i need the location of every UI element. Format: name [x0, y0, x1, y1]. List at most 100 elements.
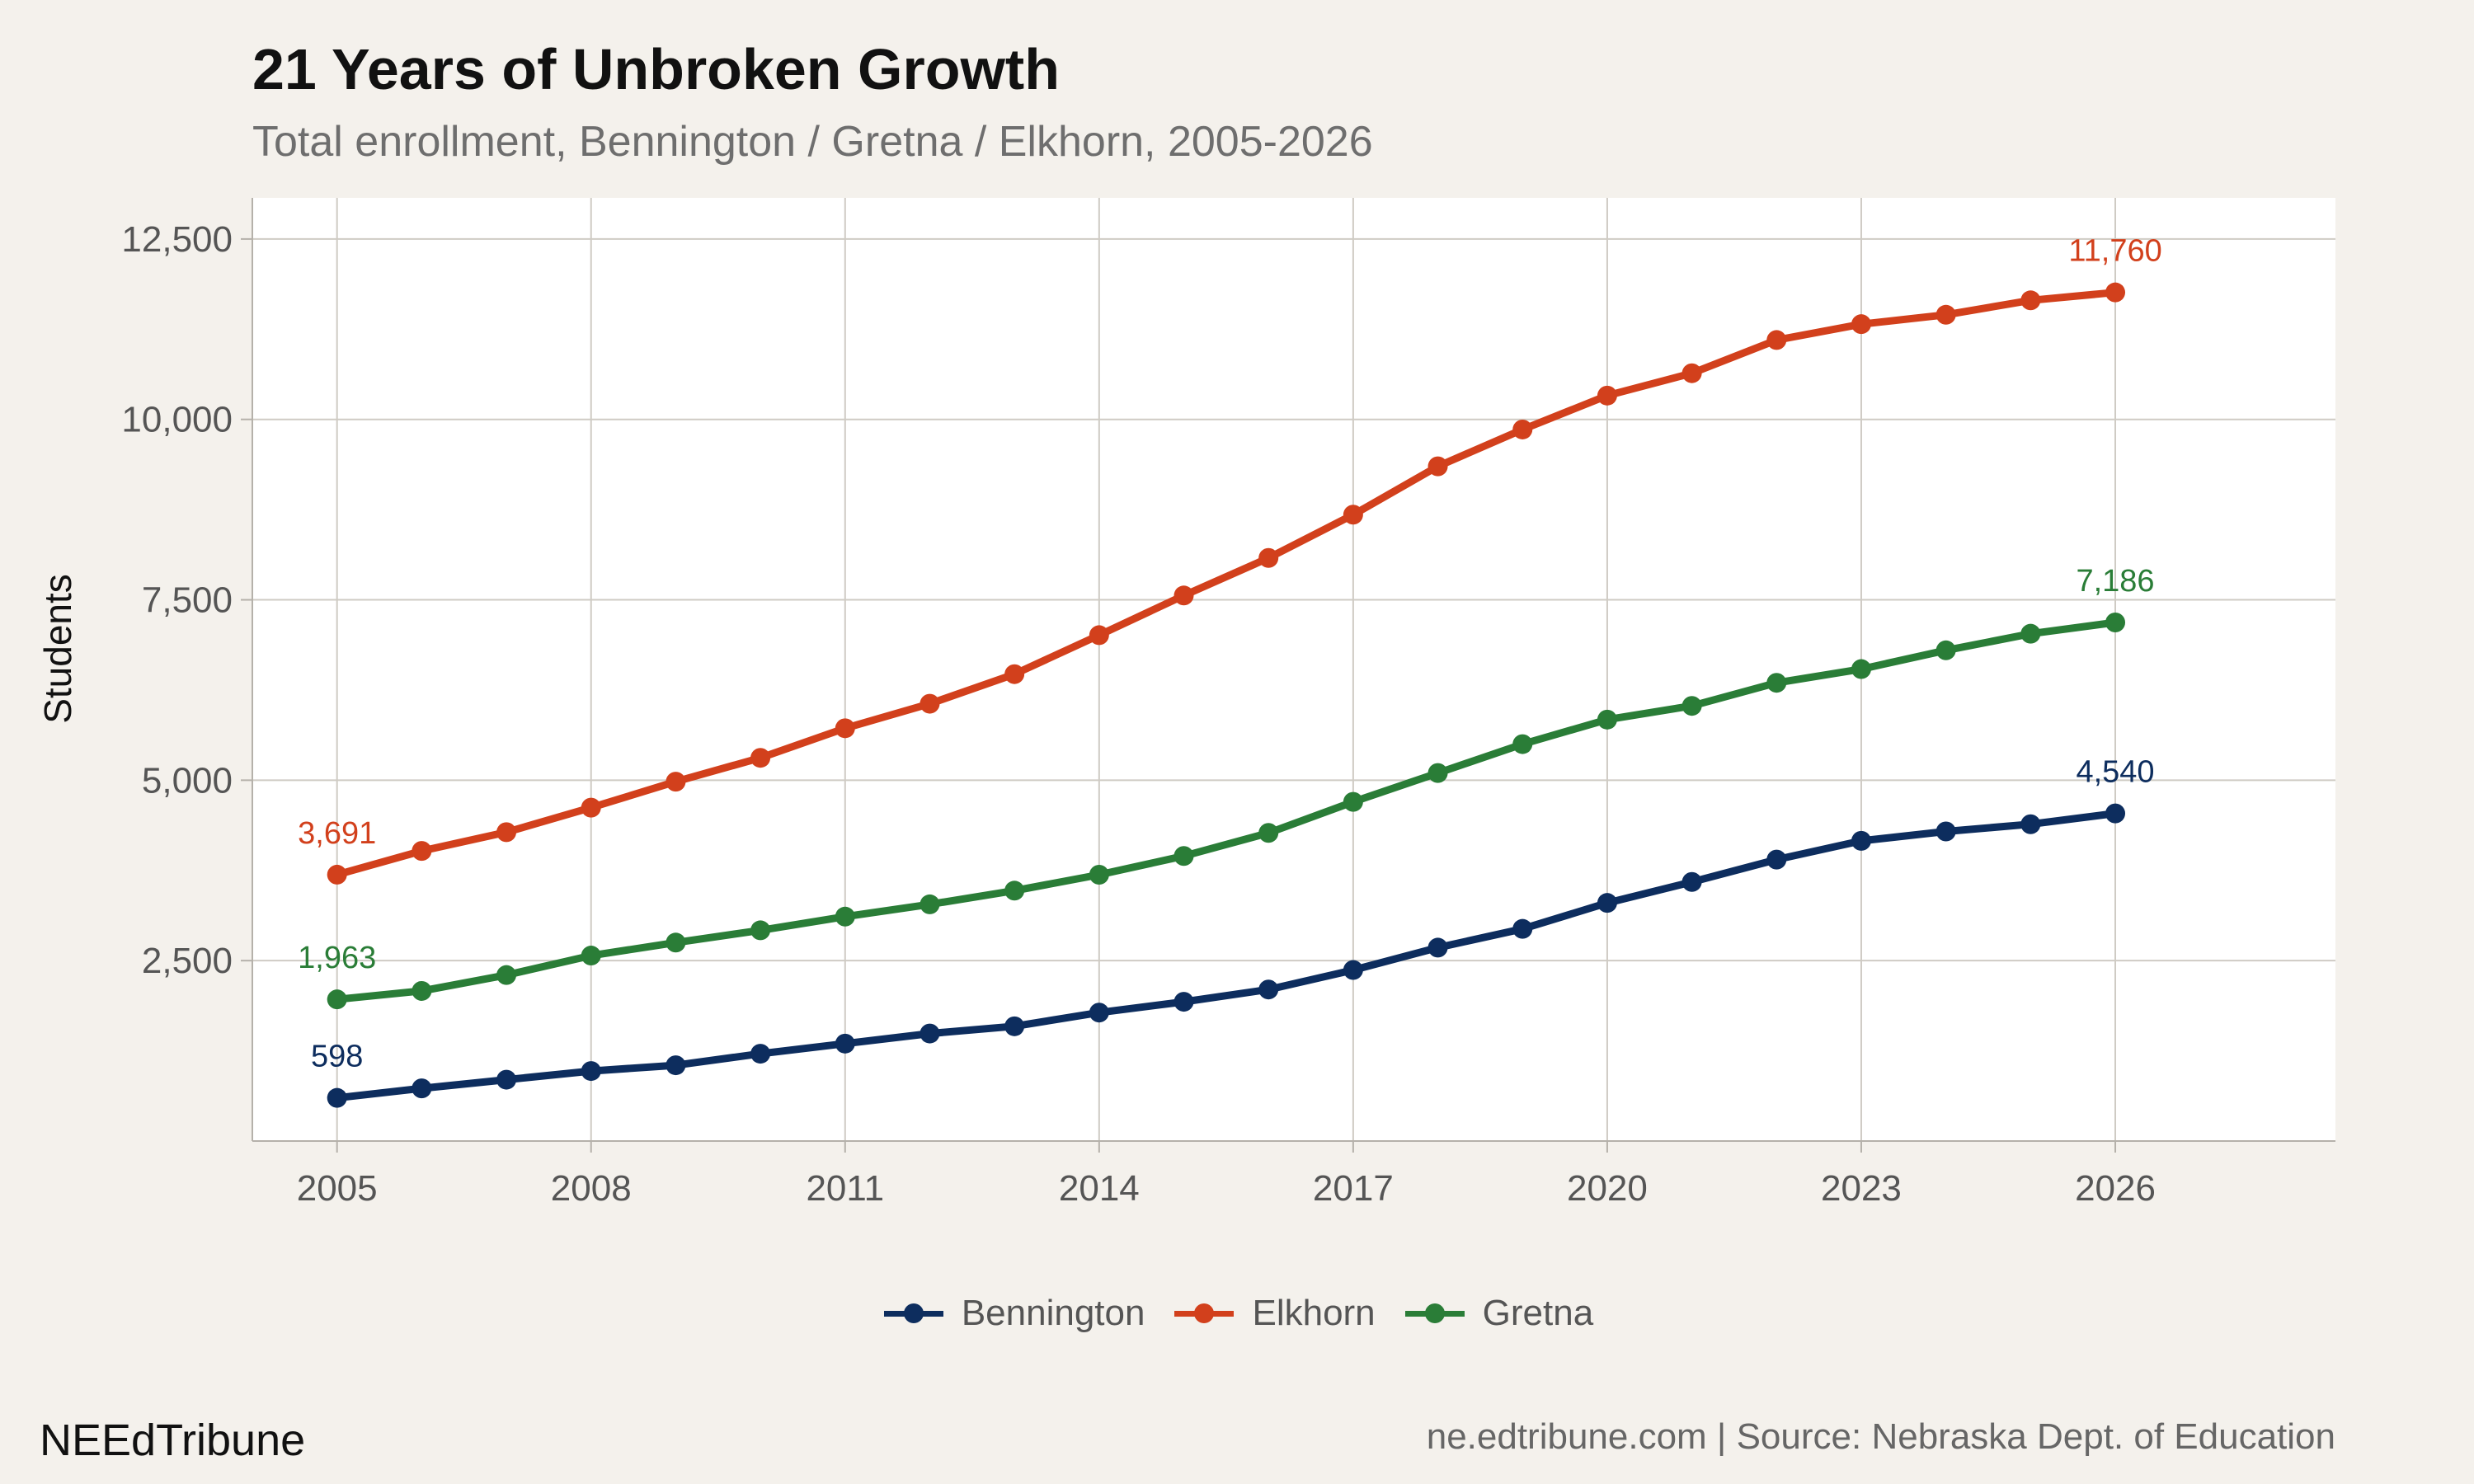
data-point-gretna [581, 946, 601, 966]
data-point-bennington [1174, 992, 1194, 1012]
data-point-bennington [581, 1061, 601, 1082]
y-tick-label: 10,000 [121, 400, 233, 440]
legend-key-gretna [1402, 1297, 1468, 1330]
data-point-gretna [1427, 763, 1448, 783]
data-point-gretna [2105, 613, 2126, 633]
legend-item-elkhorn: Elkhorn [1171, 1293, 1376, 1334]
data-point-gretna [1512, 734, 1533, 754]
x-tick-label: 2017 [1313, 1168, 1394, 1209]
legend-key-bennington [881, 1297, 947, 1330]
y-axis-title: Students [36, 574, 79, 724]
end-value-label-elkhorn: 11,760 [2068, 234, 2161, 269]
y-tick-label: 12,500 [121, 219, 233, 260]
x-tick-label: 2023 [1821, 1168, 1902, 1209]
data-point-bennington [1343, 960, 1363, 980]
x-tick-label: 2011 [806, 1168, 884, 1209]
data-point-elkhorn [1004, 664, 1025, 684]
data-point-gretna [1343, 791, 1363, 812]
data-point-bennington [1258, 979, 1279, 1000]
data-point-bennington [1766, 849, 1787, 870]
data-point-bennington [327, 1087, 347, 1108]
start-value-label-bennington: 598 [311, 1040, 363, 1074]
x-tick-label: 2014 [1059, 1168, 1140, 1209]
data-point-elkhorn [412, 841, 432, 862]
data-point-elkhorn [920, 693, 940, 714]
legend-item-bennington: Bennington [881, 1293, 1145, 1334]
data-point-elkhorn [1681, 363, 1702, 383]
data-point-gretna [1935, 640, 1956, 660]
data-point-elkhorn [1512, 419, 1533, 439]
chart-title: 21 Years of Unbroken Growth [252, 37, 1060, 101]
data-point-bennington [1681, 871, 1702, 892]
data-point-gretna [1089, 865, 1109, 885]
data-point-elkhorn [1597, 385, 1617, 406]
data-point-bennington [835, 1033, 855, 1054]
series-line-bennington [333, 810, 2119, 1102]
data-point-bennington [1597, 893, 1617, 913]
data-point-elkhorn [2105, 282, 2126, 303]
x-tick-label: 2008 [551, 1168, 632, 1209]
data-point-gretna [1681, 696, 1702, 716]
y-tick-label: 2,500 [142, 941, 233, 981]
data-point-gretna [666, 932, 686, 953]
data-point-bennington [1935, 821, 1956, 842]
legend: Bennington Elkhorn Gretna [0, 1293, 2474, 1334]
plot-panel [252, 198, 2335, 1141]
data-point-bennington [750, 1044, 771, 1064]
source-credit: ne.edtribune.com | Source: Nebraska Dept… [1426, 1416, 2335, 1457]
data-point-gretna [1174, 846, 1194, 866]
data-point-elkhorn [1343, 505, 1363, 525]
data-point-elkhorn [750, 748, 771, 768]
legend-label-gretna: Gretna [1482, 1293, 1594, 1333]
legend-item-gretna: Gretna [1402, 1293, 1594, 1334]
data-point-gretna [750, 920, 771, 941]
brand-logo-text: NEEdTribune [40, 1416, 306, 1465]
data-point-elkhorn [1089, 625, 1109, 646]
legend-key-elkhorn [1171, 1297, 1237, 1330]
data-point-bennington [1512, 918, 1533, 939]
data-point-bennington [2020, 814, 2041, 834]
data-point-gretna [1766, 673, 1787, 693]
data-point-gretna [835, 906, 855, 927]
data-point-bennington [1851, 830, 1871, 851]
end-value-label-bennington: 4,540 [2076, 755, 2154, 790]
data-point-elkhorn [581, 797, 601, 818]
data-point-elkhorn [1935, 304, 1956, 325]
data-point-elkhorn [835, 718, 855, 739]
data-point-elkhorn [1427, 456, 1448, 477]
data-point-elkhorn [1851, 314, 1871, 335]
legend-label-bennington: Bennington [961, 1293, 1145, 1333]
data-point-bennington [920, 1023, 940, 1044]
data-point-gretna [1258, 823, 1279, 843]
x-tick-label: 2026 [2075, 1168, 2156, 1209]
data-point-gretna [1597, 709, 1617, 730]
data-point-gretna [1004, 881, 1025, 901]
data-point-elkhorn [666, 772, 686, 792]
data-point-gretna [412, 980, 432, 1001]
data-point-bennington [2105, 803, 2126, 824]
start-value-label-elkhorn: 3,691 [298, 816, 376, 851]
data-point-bennington [1089, 1003, 1109, 1023]
data-point-gretna [920, 894, 940, 914]
chart-subtitle: Total enrollment, Bennington / Gretna / … [252, 118, 1373, 166]
data-point-bennington [496, 1069, 517, 1090]
legend-dot-gretna [1424, 1303, 1445, 1323]
data-point-elkhorn [2020, 290, 2041, 311]
data-point-elkhorn [496, 822, 517, 843]
y-tick-label: 5,000 [142, 760, 233, 801]
end-value-label-gretna: 7,186 [2076, 564, 2154, 599]
data-point-bennington [666, 1055, 686, 1076]
y-tick-label: 7,500 [142, 580, 233, 621]
start-value-label-gretna: 1,963 [298, 941, 376, 975]
legend-dot-elkhorn [1194, 1303, 1215, 1323]
legend-dot-bennington [903, 1303, 924, 1323]
data-point-bennington [1427, 937, 1448, 958]
data-point-elkhorn [1766, 330, 1787, 350]
data-point-gretna [1851, 659, 1871, 679]
legend-label-elkhorn: Elkhorn [1252, 1293, 1376, 1333]
data-point-elkhorn [1174, 585, 1194, 606]
series-line-elkhorn [333, 289, 2119, 879]
data-point-elkhorn [327, 864, 347, 885]
series-line-gretna [333, 618, 2119, 1003]
